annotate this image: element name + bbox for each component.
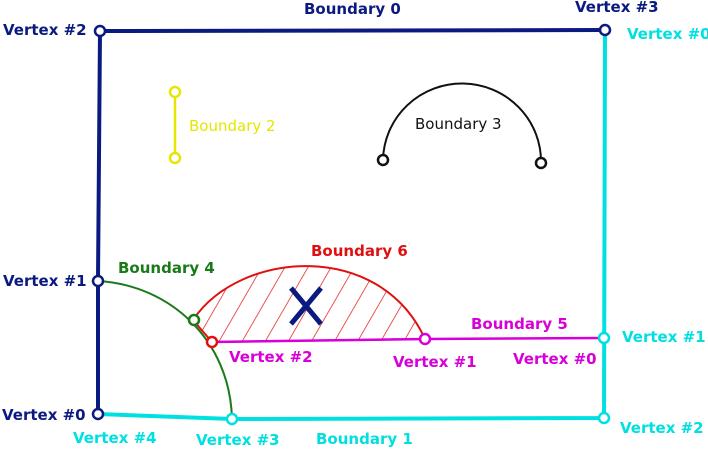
b0-vertex-2-marker [93,24,107,38]
boundary-2 [168,85,182,165]
b1-vertex-0-label: Vertex #0 [627,25,708,43]
boundary-0-label: Boundary 0 [304,0,401,18]
boundary-2-vertex-top [168,85,182,99]
b0-vertex-1-marker [91,274,105,288]
b5-vertex-1-label: Vertex #1 [393,353,477,371]
boundary-3-label: Boundary 3 [415,115,502,133]
b4-vertex-marker [187,313,201,327]
b0-vertex-2-label: Vertex #2 [3,21,87,39]
b0-vertex-0-label: Vertex #0 [2,406,86,424]
b1-vertex-2-marker [597,411,611,425]
b1-vertex-4-label: Vertex #4 [73,429,157,447]
boundary-3-vertex-left [376,153,390,167]
boundary-1-line [97,29,607,422]
boundary-6-label: Boundary 6 [311,242,408,260]
b5-vertex-0-label: Vertex #0 [513,350,597,368]
b1-vertex-2-label: Vertex #2 [620,419,704,437]
b5-vertex-2-label: Vertex #2 [229,348,313,366]
boundary-2-vertex-bottom [168,151,182,165]
b0-vertex-3-label: Vertex #3 [575,0,659,16]
b5-vertex-2-marker [205,335,219,349]
boundary-3-arc [382,82,543,164]
boundary-5-label: Boundary 5 [471,315,568,333]
b1-vertex-3-label: Vertex #3 [196,431,280,449]
b5-vertex-1-marker [418,332,432,346]
boundary-1-label: Boundary 1 [316,430,413,448]
b1-vertex-3-marker [225,412,239,426]
b0-vertex-1-label: Vertex #1 [3,272,87,290]
cross-mark-icon [289,286,323,326]
b0-vertex-3-marker [598,23,612,37]
boundary-1 [97,29,607,422]
boundary-3 [376,82,548,170]
b1-vertex-1-marker [597,331,611,345]
boundary-4-label: Boundary 4 [118,259,215,277]
boundary-3-vertex-right [534,156,548,170]
boundary-0 [96,28,606,414]
b1-vertex-1-label: Vertex #1 [622,328,706,346]
boundary-2-label: Boundary 2 [189,117,276,135]
b0-vertex-0-marker [91,407,105,421]
boundary-0-line [96,28,606,414]
